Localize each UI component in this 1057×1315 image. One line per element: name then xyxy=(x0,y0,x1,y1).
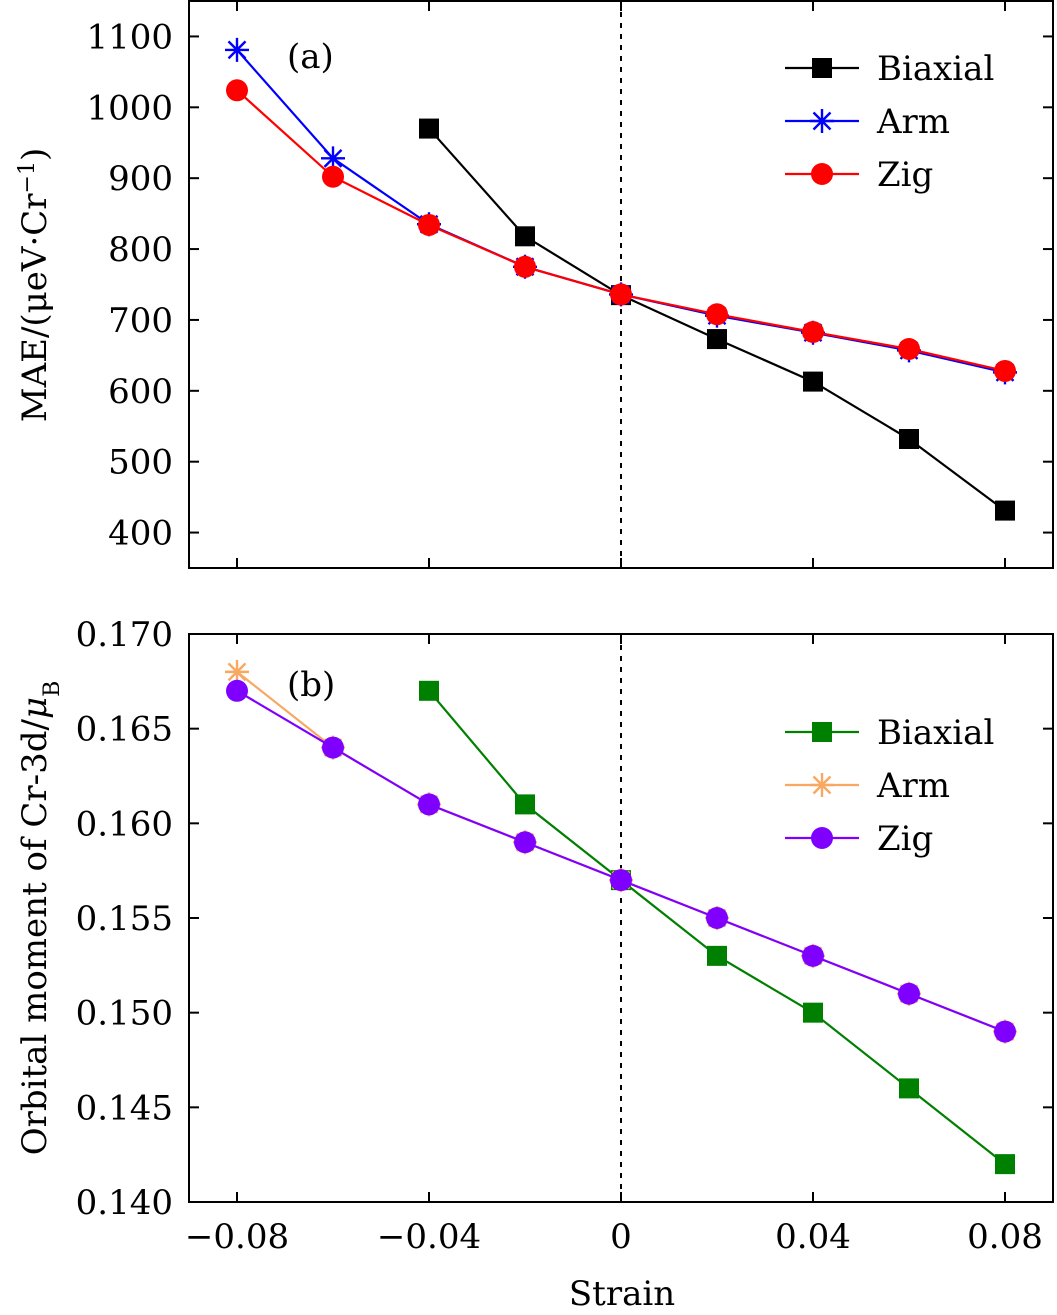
panel-b-y-axis-label-subscript: B xyxy=(40,681,65,697)
panel-b-y-tick-label: 0.170 xyxy=(76,615,173,655)
panel-b-y-axis-label-main: Orbital moment of Cr-3d/ xyxy=(15,718,55,1155)
panel-b-biaxial-point xyxy=(515,794,535,815)
panel-a-y-tick-label: 400 xyxy=(108,514,173,554)
panel-b-legend-label-biaxial: Biaxial xyxy=(877,713,994,753)
panel-b-label: (b) xyxy=(287,665,335,705)
panel-b-biaxial-point xyxy=(995,1154,1015,1175)
panel-a-series-zig xyxy=(226,79,1016,382)
panel-a-zig-point xyxy=(802,320,824,343)
panel-b-y-tick-label: 0.140 xyxy=(76,1183,173,1223)
panel-a-label: (a) xyxy=(287,37,334,77)
panel-a-legend-label-biaxial: Biaxial xyxy=(877,49,994,89)
panel-b-zig-point xyxy=(802,944,824,967)
panel-a-biaxial-point xyxy=(995,500,1015,521)
panel-b-zig-point xyxy=(610,869,632,892)
panel-a-biaxial-point xyxy=(899,429,919,450)
panel-b-zig-point xyxy=(706,907,728,929)
panel-a-zig-point xyxy=(418,213,440,236)
panel-b-arm-point xyxy=(225,659,249,684)
panel-a-y-axis-label-exponent: −1 xyxy=(15,161,40,193)
panel-b-series-zig xyxy=(226,679,1016,1043)
panel-a-legend-marker-arm xyxy=(810,109,834,133)
panel-b-y-tick-label: 0.145 xyxy=(76,1088,173,1128)
panel-b-zig-point xyxy=(898,982,920,1005)
panel-a-zig-point xyxy=(226,79,248,102)
panel-b-legend-label-arm: Arm xyxy=(876,766,950,806)
panel-a-biaxial-point xyxy=(515,226,535,247)
panel-a-arm-point xyxy=(321,146,345,171)
panel-a-zig-point xyxy=(994,359,1016,382)
panel-b-zig-point xyxy=(226,679,248,702)
panel-a-zig-point xyxy=(898,337,920,360)
panel-b-biaxial-point xyxy=(707,945,727,966)
panel-a-arm-point xyxy=(225,37,249,62)
panel-a-y-tick-label: 1000 xyxy=(86,88,173,128)
panel-b-legend-item-biaxial: Biaxial xyxy=(785,713,994,753)
panel-a-y-axis-label-close: ) xyxy=(15,148,55,161)
panel-b-legend-marker-arm xyxy=(810,773,834,797)
panel-b-legend-label-zig: Zig xyxy=(877,819,933,859)
panel-a-y-tick-label: 700 xyxy=(108,301,173,341)
panel-b-y-axis-label: Orbital moment of Cr-3d/μB xyxy=(15,681,65,1156)
x-tick-label: 0.08 xyxy=(967,1217,1043,1257)
panel-a-biaxial-point xyxy=(419,118,439,139)
x-tick-label: −0.08 xyxy=(185,1217,289,1257)
panel-b-zig-point xyxy=(418,793,440,816)
x-tick-label: 0 xyxy=(610,1217,632,1257)
panel-b-y-tick-label: 0.165 xyxy=(76,710,173,750)
panel-b-biaxial-point xyxy=(419,680,439,701)
panel-b-y-tick-label: 0.160 xyxy=(76,804,173,844)
panel-b-zig-point xyxy=(994,1020,1016,1043)
panel-b-legend-marker-biaxial xyxy=(812,722,832,742)
panel-b-zig-point xyxy=(514,831,536,854)
panel-a-legend-item-zig: Zig xyxy=(785,155,933,195)
panel-b-legend-item-zig: Zig xyxy=(785,819,933,859)
panel-a-legend-label-zig: Zig xyxy=(877,155,933,195)
panel-b-y-tick-label: 0.150 xyxy=(76,994,173,1034)
x-tick-label: −0.04 xyxy=(377,1217,481,1257)
panel-b-y-axis-label-symbol: μ xyxy=(15,697,55,719)
x-tick-label: 0.04 xyxy=(775,1217,851,1257)
panel-a-legend-label-arm: Arm xyxy=(876,102,950,142)
panel-a-zig-point xyxy=(610,283,632,306)
panel-a-y-tick-label: 500 xyxy=(108,443,173,483)
panel-a-zig-point xyxy=(322,165,344,188)
panel-a-y-tick-label: 800 xyxy=(108,230,173,270)
panel-a: 400 500 600 700 800 900 1000 1100 (a) Biaxial Ar… xyxy=(15,0,1054,569)
panel-a-biaxial-point xyxy=(803,371,823,392)
panel-a-y-axis-label-main: MAE/(μeV·Cr xyxy=(15,193,55,423)
x-axis-label: Strain xyxy=(569,1274,675,1314)
panel-a-legend-marker-biaxial xyxy=(812,58,832,78)
panel-a-biaxial-point xyxy=(707,329,727,350)
panel-b-legend-item-arm: Arm xyxy=(785,766,950,806)
panel-b-y-tick-label: 0.155 xyxy=(76,899,173,939)
panel-a-y-tick-label: 600 xyxy=(108,372,173,412)
panel-a-legend-marker-zig xyxy=(811,163,833,185)
panel-b-legend-marker-zig xyxy=(811,827,833,849)
panel-a-series-biaxial xyxy=(419,118,1015,521)
panel-a-y-tick-label: 900 xyxy=(108,159,173,199)
panel-a-zig-point xyxy=(514,255,536,278)
panel-b-biaxial-point xyxy=(803,1002,823,1023)
panel-b-zig-point xyxy=(322,736,344,759)
panel-a-zig-point xyxy=(706,303,728,326)
panel-a-y-tick-label: 1100 xyxy=(86,17,173,57)
panel-a-y-axis-label: MAE/(μeV·Cr−1) xyxy=(15,148,56,422)
panel-b-biaxial-point xyxy=(899,1078,919,1099)
panel-a-legend-item-arm: Arm xyxy=(785,102,950,142)
panel-a-legend-item-biaxial: Biaxial xyxy=(785,49,994,89)
